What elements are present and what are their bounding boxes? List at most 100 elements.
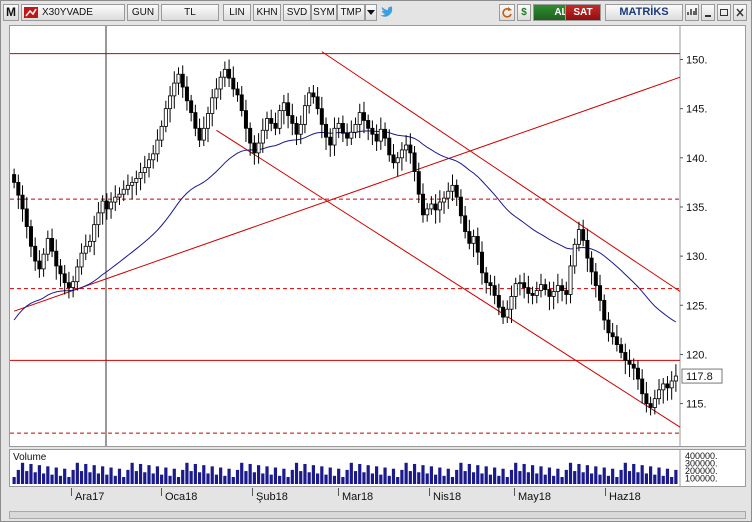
sell-button[interactable]: SAT — [565, 4, 601, 21]
candle-body — [231, 77, 236, 90]
volume-bar — [341, 477, 345, 484]
symbol-menu-icon[interactable] — [24, 7, 38, 18]
candle — [560, 278, 565, 302]
candle — [345, 123, 350, 147]
volume-bar — [337, 468, 341, 484]
close-icon[interactable] — [733, 4, 747, 21]
candle-body — [62, 273, 67, 284]
candle-body — [602, 299, 607, 321]
khn-button[interactable]: KHN — [253, 4, 281, 21]
candle — [479, 241, 484, 285]
candle-body — [155, 139, 160, 155]
candle-body — [319, 108, 324, 125]
volume-bar — [105, 474, 109, 484]
candle-body — [555, 285, 560, 292]
candle-body — [526, 287, 531, 294]
price-chart-panel[interactable]: 150. 145. 140. 135. 130. 125. 120. 115. 117.8 — [9, 25, 746, 447]
candle-body — [450, 184, 455, 192]
candle — [492, 275, 497, 305]
candle-body — [475, 236, 480, 253]
volume-bar — [396, 477, 400, 484]
period-button[interactable]: GUN — [127, 4, 159, 21]
candle — [606, 312, 611, 342]
candle — [113, 185, 118, 211]
volume-bar — [227, 468, 231, 484]
candle — [50, 228, 55, 258]
candle — [336, 117, 341, 139]
candle-body — [328, 136, 333, 146]
scrollbar[interactable] — [9, 511, 746, 519]
scale-button[interactable]: LIN — [223, 4, 251, 21]
chart-type-icon[interactable] — [685, 4, 699, 21]
candle-body — [92, 224, 97, 242]
volume-bar — [219, 467, 223, 484]
x-tick-mark — [252, 488, 253, 496]
volume-bar — [488, 474, 493, 484]
twitter-icon[interactable] — [379, 4, 393, 21]
volume-bar — [497, 475, 501, 484]
candle-body — [24, 208, 29, 228]
candle-body — [168, 95, 173, 110]
candle — [87, 234, 92, 253]
restore-icon[interactable] — [717, 4, 731, 21]
volume-bar — [366, 465, 370, 484]
dollar-icon[interactable]: $ — [517, 4, 531, 21]
tmp-dropdown-icon[interactable] — [365, 4, 377, 21]
candle — [75, 259, 80, 291]
candle-body — [332, 127, 337, 146]
candle-body — [509, 296, 514, 310]
volume-bar — [594, 466, 598, 484]
candle — [488, 274, 493, 296]
currency-button[interactable]: TL — [161, 4, 219, 21]
candle — [437, 190, 442, 223]
candle — [151, 145, 156, 169]
candle-body — [33, 245, 38, 262]
volume-bar — [265, 466, 269, 484]
menu-button[interactable]: M — [3, 4, 19, 21]
candle — [58, 259, 63, 287]
refresh-icon[interactable] — [499, 4, 515, 21]
volume-bar — [58, 475, 63, 484]
candle — [155, 129, 160, 162]
candle — [172, 71, 177, 109]
candle — [420, 183, 425, 223]
candle-body — [378, 128, 383, 142]
volume-bar — [375, 466, 379, 484]
svd-button[interactable]: SVD — [283, 4, 311, 21]
tmp-button[interactable]: TMP — [337, 4, 365, 21]
candle — [610, 322, 615, 345]
candle — [189, 94, 194, 122]
candle — [614, 324, 619, 352]
candle — [602, 294, 607, 330]
candle — [62, 264, 67, 295]
candle — [551, 281, 556, 310]
volume-bar — [130, 462, 134, 484]
sym-button[interactable]: SYM — [311, 4, 337, 21]
candle-body — [467, 231, 472, 244]
symbol-field[interactable]: X30YVADE — [21, 4, 125, 21]
candle-body — [640, 378, 645, 395]
candle-body — [197, 127, 202, 141]
candle-body — [399, 149, 404, 159]
minimize-icon[interactable] — [701, 4, 715, 21]
volume-bar — [101, 466, 105, 484]
candle — [509, 285, 514, 323]
volume-bar — [176, 477, 181, 484]
volume-bar — [387, 475, 391, 484]
candle-body — [501, 306, 506, 318]
volume-panel[interactable]: Volume 400000. 300000. 200000. 100000. — [9, 449, 746, 487]
volume-bar — [261, 473, 265, 484]
candle-body — [172, 82, 177, 97]
candle — [458, 189, 463, 224]
candle-body — [243, 110, 248, 129]
candle-body — [142, 167, 147, 173]
volume-bar — [606, 475, 611, 484]
volume-bar — [383, 467, 387, 484]
candle-body — [547, 289, 552, 297]
candle-body — [635, 367, 640, 380]
volume-bar — [581, 472, 585, 484]
volume-bar — [20, 462, 25, 484]
candle — [227, 59, 232, 88]
volume-bar — [244, 471, 248, 484]
volume-bar — [543, 474, 547, 484]
